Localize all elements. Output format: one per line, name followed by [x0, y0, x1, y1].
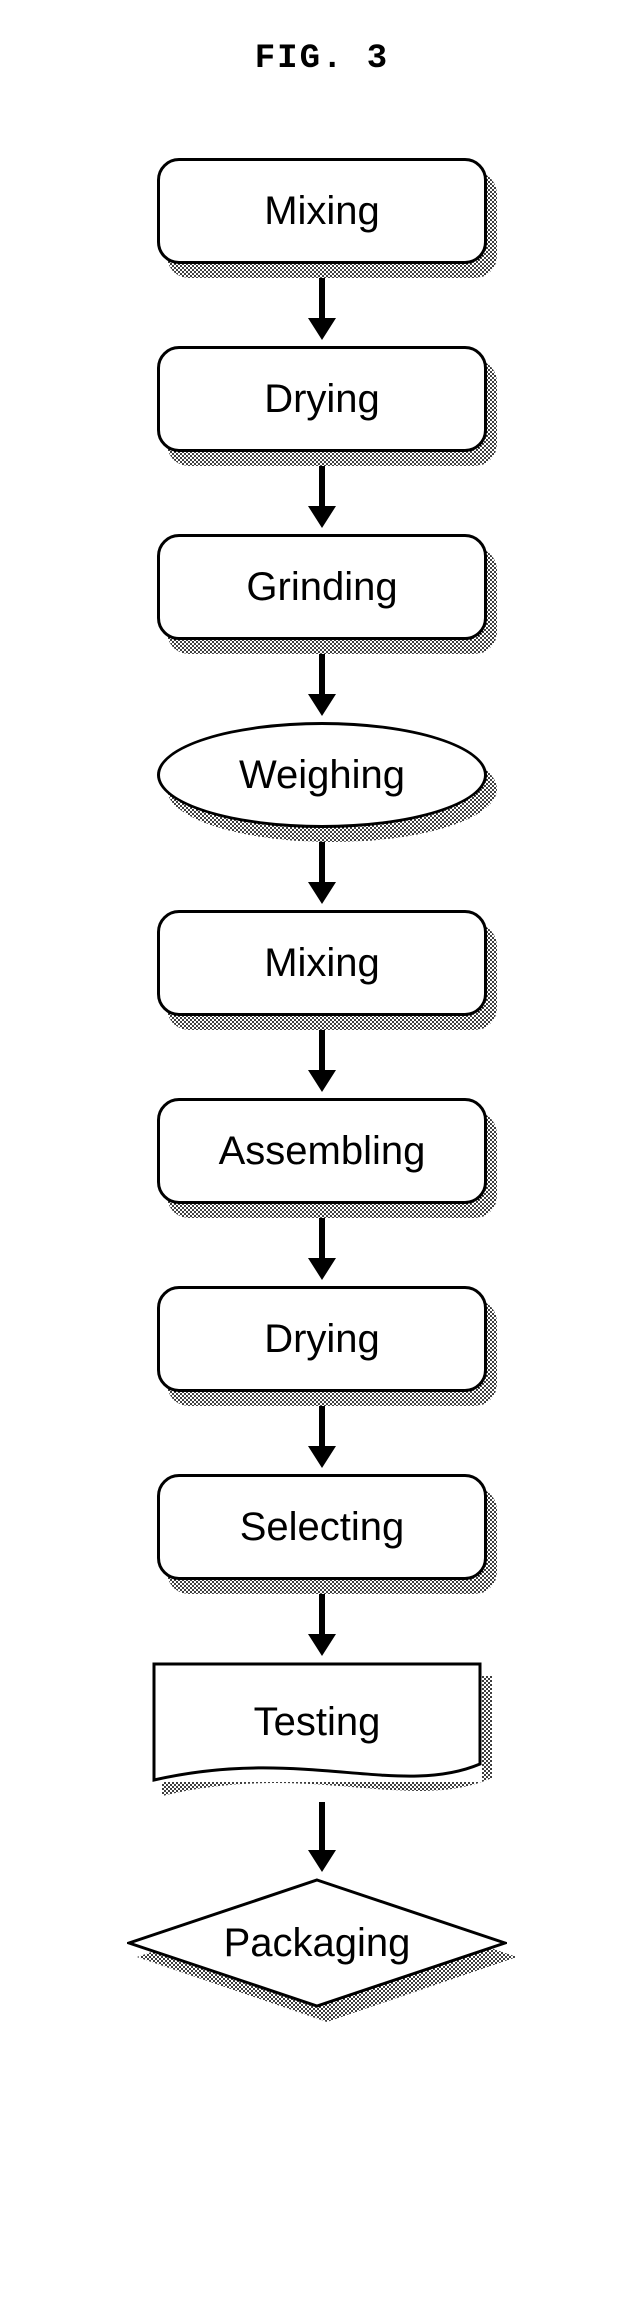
flow-step-drying-1: Drying	[157, 346, 487, 452]
figure-canvas: FIG. 3 MixingDryingGrindingWeighingMixin…	[0, 0, 644, 2082]
flow-step-label: Mixing	[157, 158, 487, 264]
flow-arrow	[308, 1210, 336, 1280]
flow-arrow	[308, 834, 336, 904]
flow-arrow	[308, 1022, 336, 1092]
figure-title: FIG. 3	[0, 40, 644, 78]
flow-arrow	[308, 646, 336, 716]
flow-step-assembling: Assembling	[157, 1098, 487, 1204]
flow-step-label: Drying	[157, 1286, 487, 1392]
flow-arrow	[308, 270, 336, 340]
flow-arrow	[308, 458, 336, 528]
flow-column: Mixing Drying Grinding Weighing Mixing Assemb…	[0, 158, 644, 2022]
flow-step-packaging: Packaging	[127, 1878, 517, 2022]
flow-step-label: Assembling	[157, 1098, 487, 1204]
flow-step-testing: Testing	[152, 1662, 492, 1796]
flow-step-mixing-1: Mixing	[157, 158, 487, 264]
flow-arrow	[308, 1586, 336, 1656]
flow-step-label: Grinding	[157, 534, 487, 640]
flow-step-grinding: Grinding	[157, 534, 487, 640]
flow-step-label: Packaging	[224, 1921, 411, 1966]
flow-step-label: Testing	[254, 1700, 381, 1745]
flow-step-label: Weighing	[157, 722, 487, 828]
flow-step-mixing-2: Mixing	[157, 910, 487, 1016]
flow-step-label: Selecting	[157, 1474, 487, 1580]
flow-step-drying-2: Drying	[157, 1286, 487, 1392]
flow-step-label: Drying	[157, 346, 487, 452]
flow-arrow	[308, 1802, 336, 1872]
flow-step-selecting: Selecting	[157, 1474, 487, 1580]
flow-arrow	[308, 1398, 336, 1468]
flow-step-label: Mixing	[157, 910, 487, 1016]
flow-step-weighing: Weighing	[157, 722, 487, 828]
